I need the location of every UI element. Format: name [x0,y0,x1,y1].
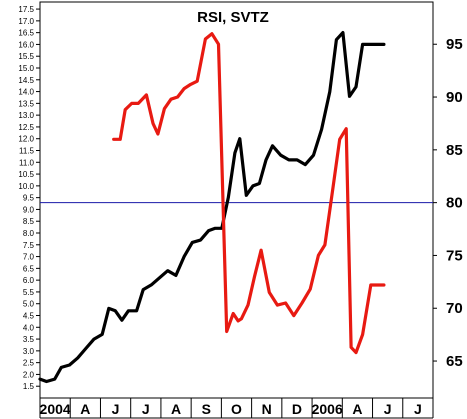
left-tick-label: 2.0 [23,370,35,379]
left-tick-label: 4.0 [23,323,35,332]
left-tick-label: 2.5 [23,359,35,368]
left-tick-label: 17.5 [18,5,34,14]
left-tick-label: 16.0 [18,40,34,49]
month-label: O [231,401,242,417]
left-tick-label: 9.5 [23,194,35,203]
left-tick-label: 5.5 [23,288,35,297]
rsi-series-line [112,32,386,355]
left-tick-label: 8.5 [23,217,35,226]
right-tick-label: 90 [446,89,463,106]
left-tick-label: 16.5 [18,29,34,38]
month-label: J [384,401,392,417]
price-series-line [38,30,386,384]
month-label: J [112,401,120,417]
left-tick-label: 15.5 [18,52,34,61]
chart-title: RSI, SVTZ [197,9,269,26]
month-label: J [414,401,422,417]
left-tick-label: 3.5 [23,335,35,344]
left-tick-label: 3.0 [23,347,35,356]
left-tick-label: 11.5 [19,147,35,156]
right-tick-label: 80 [446,195,463,212]
right-tick-label: 65 [446,353,463,370]
right-tick-label: 75 [446,247,463,264]
left-tick-label: 17.0 [18,17,34,26]
left-tick-label: 6.0 [23,276,35,285]
month-label: 2006 [312,401,343,417]
left-tick-label: 14.5 [18,76,34,85]
month-label: 2004 [40,401,71,417]
right-tick-label: 95 [446,36,463,53]
left-tick-label: 8.0 [23,229,35,238]
left-tick-label: 5.0 [23,300,35,309]
left-tick-label: 11.0 [19,158,35,167]
right-tick-label: 85 [446,142,463,159]
month-label: S [202,401,211,417]
month-label: N [262,401,272,417]
month-label: A [80,401,90,417]
month-label: D [292,401,302,417]
right-tick-label: 70 [446,300,463,317]
left-tick-label: 9.0 [23,205,35,214]
left-tick-label: 14.0 [18,88,34,97]
left-tick-label: 13.5 [18,99,34,108]
left-tick-label: 12.0 [18,135,34,144]
month-label: A [171,401,181,417]
left-tick-label: 15.0 [18,64,34,73]
left-tick-label: 4.5 [23,312,35,321]
left-tick-label: 12.5 [18,123,34,132]
plot-frame [39,1,434,399]
left-tick-label: 7.5 [23,241,35,250]
left-tick-label: 10.5 [18,170,34,179]
left-tick-label: 1.5 [23,382,35,391]
left-tick-label: 6.5 [23,264,35,273]
month-label: J [142,401,150,417]
left-tick-label: 13.0 [18,111,34,120]
month-label: A [352,401,362,417]
left-tick-label: 10.0 [18,182,34,191]
left-tick-label: 7.0 [23,253,35,262]
